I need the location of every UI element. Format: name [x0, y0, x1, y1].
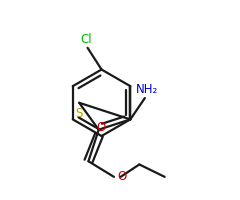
- Text: S: S: [76, 107, 83, 120]
- Text: NH₂: NH₂: [136, 83, 158, 96]
- Text: O: O: [96, 121, 106, 134]
- Text: Cl: Cl: [80, 33, 91, 46]
- Text: O: O: [118, 170, 127, 183]
